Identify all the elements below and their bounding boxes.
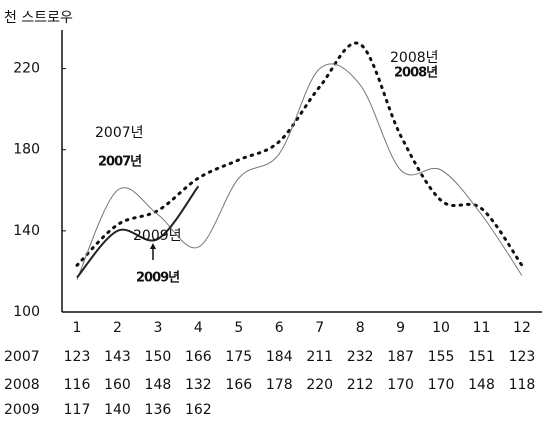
x-tick-label: 11	[473, 320, 491, 336]
x-tick-label: 9	[396, 320, 405, 336]
table-cell: 116	[64, 377, 91, 393]
x-tick-label: 5	[234, 320, 243, 336]
table-cell: 166	[185, 349, 212, 365]
series-label-bold: 2008년	[394, 66, 437, 81]
table-cell: 212	[347, 377, 374, 393]
y-axis-label: 천 스트로우	[4, 10, 73, 26]
table-cell: 184	[266, 349, 293, 365]
table-cell: 150	[145, 349, 172, 365]
x-tick-label: 8	[356, 320, 365, 336]
series-label-bold: 2007년	[98, 155, 141, 170]
arrow-head	[150, 243, 156, 249]
x-tick-label: 6	[275, 320, 284, 336]
table-cell: 148	[145, 377, 172, 393]
table-cell: 148	[468, 377, 495, 393]
table-cell: 170	[387, 377, 414, 393]
series-label: 2009년	[133, 228, 182, 244]
table-cell: 123	[509, 349, 536, 365]
table-row-label: 2007	[4, 349, 40, 365]
table-cell: 162	[185, 402, 212, 418]
table-cell: 175	[225, 349, 252, 365]
table-row-label: 2008	[4, 377, 40, 393]
x-tick-label: 10	[432, 320, 450, 336]
y-tick-label: 100	[13, 304, 40, 320]
table-cell: 140	[104, 402, 131, 418]
x-tick-label: 3	[153, 320, 162, 336]
x-tick-label: 7	[315, 320, 324, 336]
series-line	[75, 41, 524, 267]
table-cell: 117	[64, 402, 91, 418]
table-cell: 155	[428, 349, 455, 365]
series-line	[76, 63, 523, 280]
table-cell: 132	[185, 377, 212, 393]
table-cell: 211	[306, 349, 333, 365]
y-tick-label: 220	[13, 61, 40, 77]
table-cell: 178	[266, 377, 293, 393]
y-tick-label: 140	[13, 223, 40, 239]
table-cell: 143	[104, 349, 131, 365]
table-cell: 232	[347, 349, 374, 365]
table-cell: 123	[64, 349, 91, 365]
x-tick-label: 1	[73, 320, 82, 336]
series-label-bold: 2009년	[136, 271, 179, 286]
table-cell: 220	[306, 377, 333, 393]
x-tick-label: 4	[194, 320, 203, 336]
table-row-label: 2009	[4, 402, 40, 418]
table-cell: 136	[145, 402, 172, 418]
x-tick-label: 2	[113, 320, 122, 336]
table-cell: 170	[428, 377, 455, 393]
table-cell: 166	[225, 377, 252, 393]
x-tick-label: 12	[513, 320, 531, 336]
series-line	[76, 185, 200, 279]
table-cell: 151	[468, 349, 495, 365]
y-tick-label: 180	[13, 142, 40, 158]
series-label: 2007년	[95, 125, 144, 141]
series-label: 2008년	[390, 50, 439, 66]
table-cell: 118	[509, 377, 536, 393]
table-cell: 187	[387, 349, 414, 365]
table-cell: 160	[104, 377, 131, 393]
